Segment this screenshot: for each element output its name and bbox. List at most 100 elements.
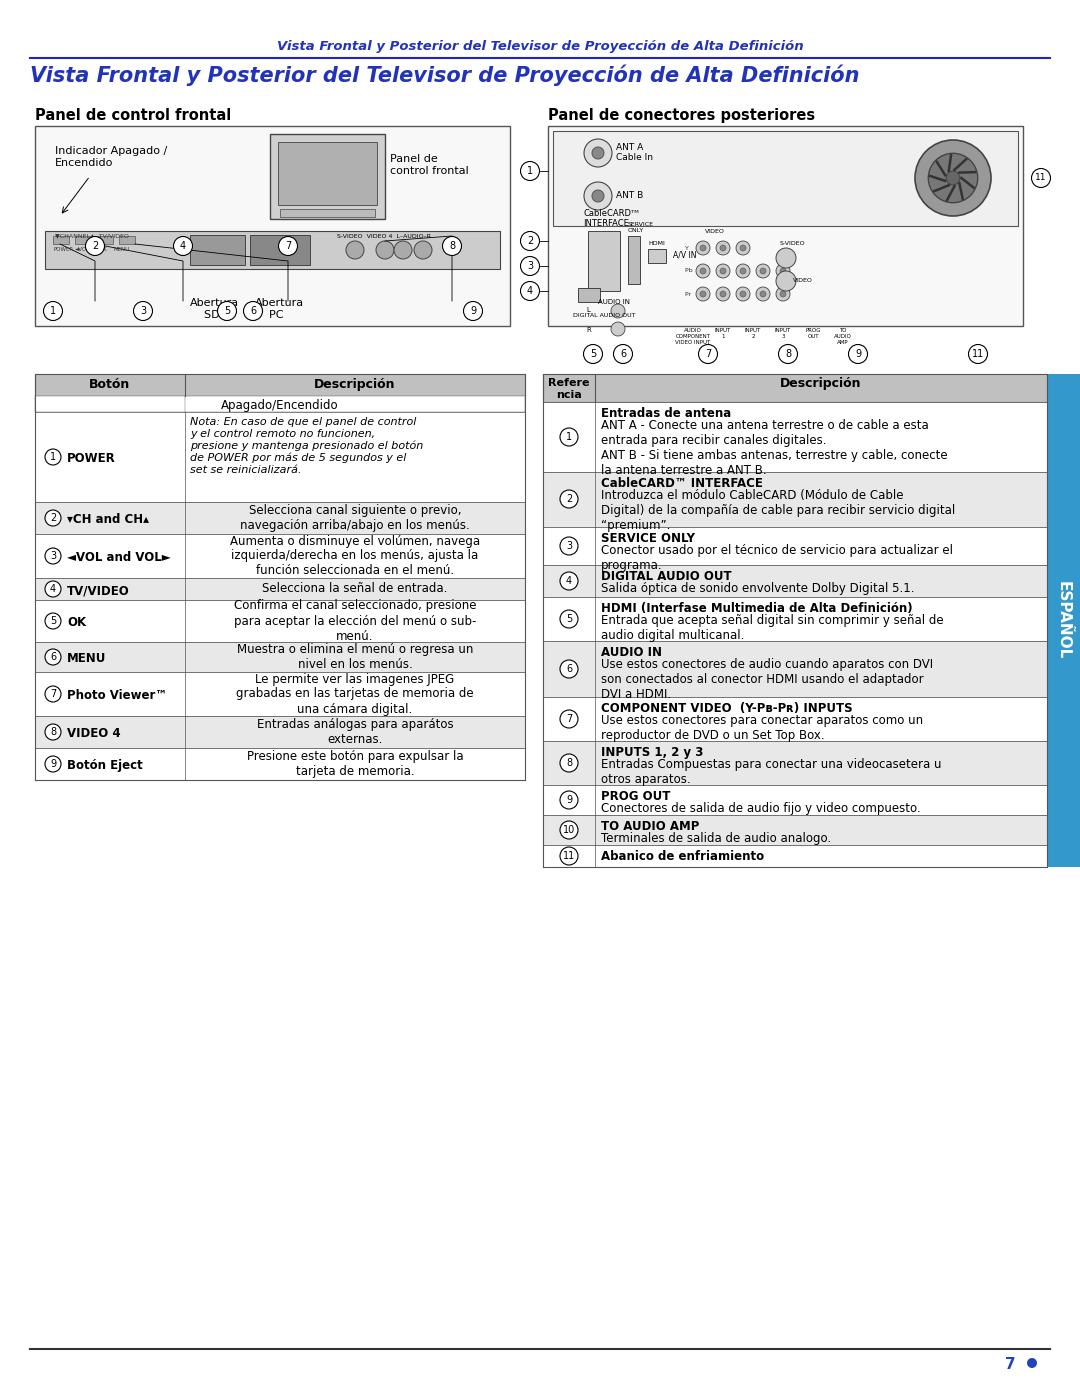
Text: POWER: POWER (53, 247, 73, 251)
Circle shape (777, 271, 796, 291)
Text: ◄VOL and VOL►: ◄VOL and VOL► (67, 550, 171, 564)
Circle shape (700, 244, 706, 251)
Text: 9: 9 (566, 795, 572, 805)
Text: Muestra o elimina el menú o regresa un
nivel en los menús.: Muestra o elimina el menú o regresa un n… (237, 643, 473, 671)
Text: 7: 7 (705, 349, 711, 359)
Circle shape (45, 581, 60, 597)
Text: Salida óptica de sonido envolvente Dolby Digital 5.1.: Salida óptica de sonido envolvente Dolby… (600, 583, 915, 595)
Circle shape (849, 345, 867, 363)
Bar (543, 402, 1047, 472)
Bar (543, 597, 1047, 641)
Circle shape (561, 791, 578, 809)
Text: Entradas de antena: Entradas de antena (600, 407, 731, 420)
Circle shape (45, 686, 60, 703)
Circle shape (592, 190, 604, 203)
Bar (35, 717, 525, 747)
Text: INPUT
3: INPUT 3 (774, 328, 792, 339)
Bar (548, 126, 1023, 326)
Circle shape (696, 264, 710, 278)
Circle shape (561, 536, 578, 555)
Bar (627, 236, 640, 284)
Text: ANT B: ANT B (616, 191, 644, 200)
Circle shape (414, 242, 432, 258)
Text: Abertura
    PC: Abertura PC (255, 298, 305, 320)
Text: COMPONENT VIDEO  (Y-Pʙ-Pʀ) INPUTS: COMPONENT VIDEO (Y-Pʙ-Pʀ) INPUTS (600, 703, 852, 715)
Circle shape (45, 613, 60, 629)
Text: 5: 5 (50, 616, 56, 626)
Text: Entradas análogas para aparátos
externas.: Entradas análogas para aparátos externas… (257, 718, 454, 746)
Text: 4: 4 (50, 584, 56, 594)
Circle shape (521, 282, 540, 300)
Circle shape (463, 302, 483, 320)
Bar (543, 472, 1047, 527)
Circle shape (561, 754, 578, 773)
Circle shape (45, 724, 60, 740)
Text: 7: 7 (285, 242, 292, 251)
Text: HDMI: HDMI (648, 242, 665, 246)
Text: 6: 6 (620, 349, 626, 359)
Circle shape (756, 264, 770, 278)
Text: Aumenta o disminuye el volúmen, navega
izquierda/derecha en los menús, ajusta la: Aumenta o disminuye el volúmen, navega i… (230, 535, 481, 577)
Text: VIDEO: VIDEO (793, 278, 813, 284)
Text: CableCARD™ INTERFACE: CableCARD™ INTERFACE (600, 476, 762, 490)
Text: VIDEO 4: VIDEO 4 (67, 726, 121, 740)
Text: Botón Eject: Botón Eject (67, 759, 143, 773)
Bar (543, 814, 1047, 845)
Circle shape (561, 847, 578, 865)
Bar (543, 740, 1047, 785)
Text: R: R (586, 327, 591, 332)
Text: MENU: MENU (67, 652, 106, 665)
Circle shape (521, 232, 540, 250)
Text: Entradas Compuestas para conectar una videocasetera u
otros aparatos.: Entradas Compuestas para conectar una vi… (600, 759, 942, 787)
Text: Botón: Botón (90, 379, 131, 391)
Circle shape (946, 172, 960, 184)
Text: Y: Y (685, 246, 693, 250)
Text: TV/VIDEO: TV/VIDEO (67, 584, 130, 597)
Circle shape (45, 650, 60, 665)
Circle shape (740, 291, 746, 298)
Text: ▾CH and CH▴: ▾CH and CH▴ (67, 513, 149, 527)
Text: Presione este botón para expulsar la
tarjeta de memoria.: Presione este botón para expulsar la tar… (246, 750, 463, 778)
Text: 5: 5 (224, 306, 230, 316)
Bar (249, 235, 310, 265)
Text: Nota: En caso de que el panel de control
y el control remoto no funcionen,
presi: Nota: En caso de que el panel de control… (190, 416, 423, 475)
Text: 6: 6 (249, 306, 256, 316)
Text: 3: 3 (527, 261, 534, 271)
Text: Vista Frontal y Posterior del Televisor de Proyección de Alta Definición: Vista Frontal y Posterior del Televisor … (30, 64, 860, 85)
Text: INPUT
1: INPUT 1 (715, 328, 731, 339)
Circle shape (969, 345, 987, 363)
Circle shape (700, 291, 706, 298)
Circle shape (699, 345, 717, 363)
Text: CableCARDᵀᴹ
INTERFACE: CableCARDᵀᴹ INTERFACE (583, 208, 638, 228)
Circle shape (740, 244, 746, 251)
Circle shape (561, 427, 578, 446)
Text: SERVICE ONLY: SERVICE ONLY (600, 532, 696, 545)
Text: Selecciona la señal de entrada.: Selecciona la señal de entrada. (262, 583, 448, 595)
Text: Vista Frontal y Posterior del Televisor de Proyección de Alta Definición: Vista Frontal y Posterior del Televisor … (276, 41, 804, 53)
Text: Selecciona canal siguiente o previo,
navegación arriba/abajo en los menús.: Selecciona canal siguiente o previo, nav… (240, 504, 470, 532)
Circle shape (780, 268, 786, 274)
Bar (543, 641, 1047, 697)
Text: Pr: Pr (685, 292, 693, 296)
Text: ANT A - Conecte una antena terrestre o de cable a esta
entrada para recibir cana: ANT A - Conecte una antena terrestre o d… (600, 419, 947, 476)
Text: 8: 8 (566, 759, 572, 768)
Circle shape (45, 448, 60, 465)
Circle shape (696, 286, 710, 300)
Text: 1: 1 (50, 306, 56, 316)
Circle shape (929, 154, 977, 203)
Text: 4: 4 (180, 242, 186, 251)
Bar (280, 210, 375, 217)
Bar (35, 126, 510, 326)
Text: Abertura
    SD: Abertura SD (190, 298, 239, 320)
Text: TO AUDIO AMP: TO AUDIO AMP (600, 820, 700, 833)
Circle shape (1031, 169, 1051, 187)
Circle shape (777, 249, 796, 268)
Text: 8: 8 (50, 726, 56, 738)
Bar (97, 236, 113, 244)
Circle shape (174, 236, 192, 256)
Text: AUDIO IN: AUDIO IN (598, 299, 630, 305)
Text: VIDEO: VIDEO (705, 229, 725, 235)
Text: 9: 9 (470, 306, 476, 316)
Circle shape (780, 291, 786, 298)
Text: 9: 9 (50, 759, 56, 768)
